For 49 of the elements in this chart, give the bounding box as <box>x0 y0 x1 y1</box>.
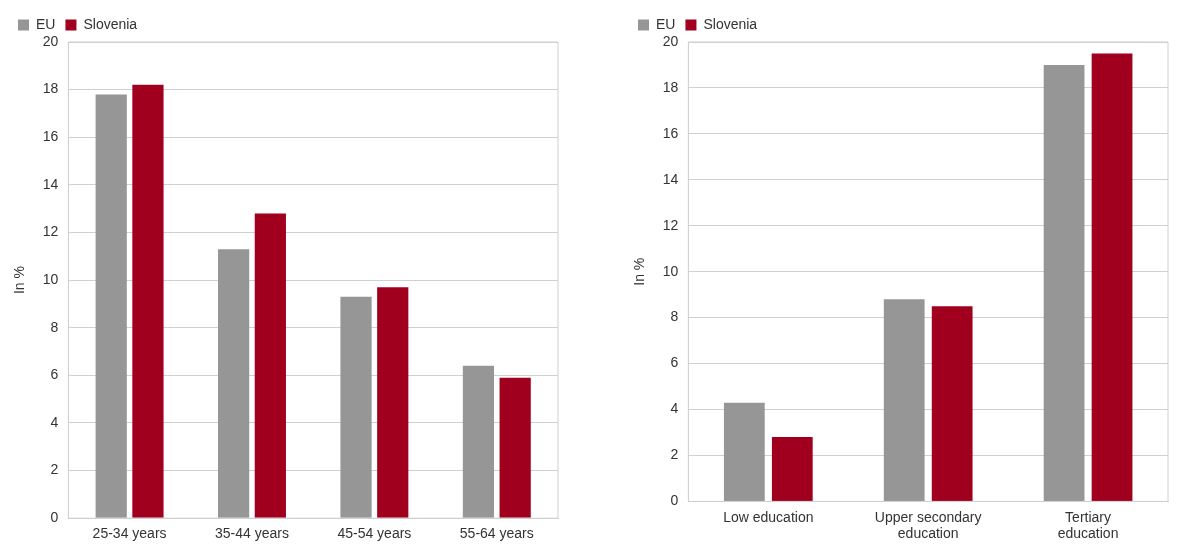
legend-label: Slovenia <box>703 15 758 32</box>
y-tick-label: 16 <box>662 124 679 141</box>
bar <box>340 296 372 518</box>
y-tick-label: 2 <box>50 461 59 478</box>
y-tick-label: 0 <box>670 492 679 509</box>
x-tick-label: 25-34 years <box>92 525 167 542</box>
bar <box>1043 64 1085 501</box>
y-tick-label: 2 <box>670 446 679 463</box>
y-tick-label: 12 <box>662 216 679 233</box>
bar <box>499 377 531 518</box>
legend-label: Slovenia <box>83 15 138 32</box>
legend-label: EU <box>656 15 676 32</box>
y-tick-label: 20 <box>662 32 679 49</box>
y-axis-title: In % <box>11 266 28 295</box>
x-tick-label: Low education <box>723 508 814 525</box>
bar <box>1091 53 1133 501</box>
y-tick-label: 10 <box>662 262 679 279</box>
y-tick-label: 12 <box>42 223 59 240</box>
bar <box>218 249 250 518</box>
bar <box>771 437 813 501</box>
x-tick-label: 55-64 years <box>459 525 534 542</box>
y-tick-label: 6 <box>50 366 59 383</box>
bar <box>931 306 973 501</box>
y-tick-label: 16 <box>42 128 59 145</box>
bar <box>462 365 495 518</box>
y-axis-title: In % <box>631 257 648 286</box>
bar <box>132 84 164 518</box>
x-tick-label: Upper secondary education <box>874 508 982 542</box>
y-tick-label: 10 <box>42 270 59 287</box>
y-tick-label: 8 <box>50 318 59 335</box>
y-tick-label: 18 <box>42 80 59 97</box>
y-tick-label: 14 <box>662 170 679 187</box>
y-tick-label: 8 <box>670 308 679 325</box>
y-tick-label: 20 <box>42 32 59 49</box>
y-tick-label: 14 <box>42 175 59 192</box>
y-tick-label: 6 <box>670 354 679 371</box>
y-tick-label: 4 <box>50 413 59 430</box>
y-tick-label: 4 <box>670 400 679 417</box>
x-tick-label: Tertiary education <box>1057 508 1119 542</box>
legend-label: EU <box>36 15 56 32</box>
x-tick-label: 35-44 years <box>215 525 289 542</box>
y-tick-label: 0 <box>50 509 59 526</box>
bar <box>95 94 127 518</box>
bar <box>377 287 409 518</box>
bar <box>723 402 765 501</box>
bar <box>254 213 286 518</box>
bar <box>883 299 925 501</box>
y-tick-label: 18 <box>662 78 679 95</box>
x-tick-label: 45-54 years <box>337 525 412 542</box>
